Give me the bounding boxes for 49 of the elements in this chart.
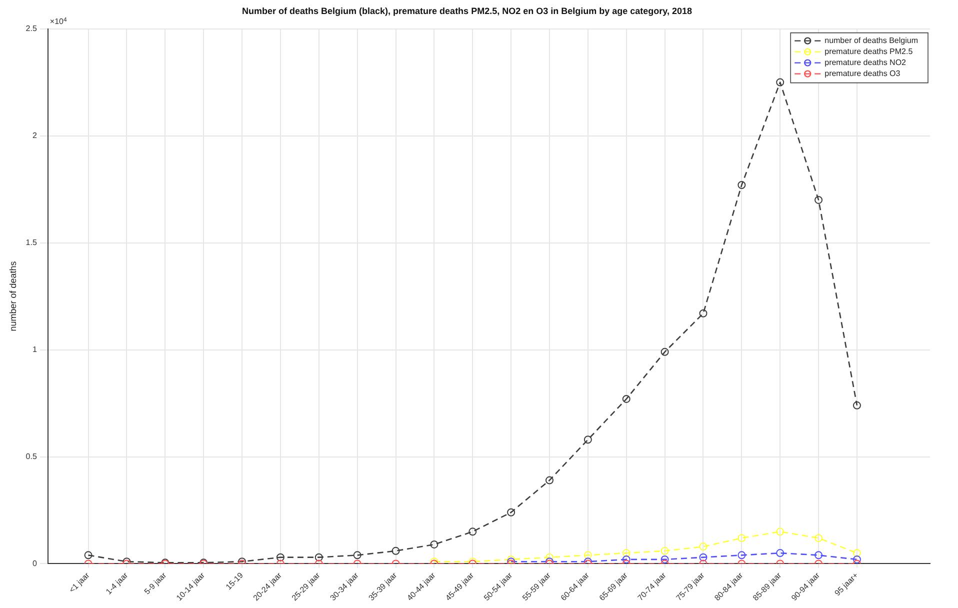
chart-title: Number of deaths Belgium (black), premature deaths PM2.5, NO2 en O3 in Belgium by age category, 2018	[242, 6, 692, 16]
point	[622, 549, 630, 558]
x-tick-label: 1-4 jaar	[104, 570, 130, 596]
point	[660, 555, 669, 564]
point	[584, 436, 592, 444]
x-tick-label: 5-9 jaar	[142, 570, 168, 596]
point	[699, 309, 708, 318]
point	[622, 394, 630, 403]
y-tick-label: 2	[32, 130, 38, 140]
point	[738, 551, 746, 560]
point	[776, 528, 784, 536]
point	[507, 508, 516, 516]
point	[84, 551, 92, 560]
legend-label: premature deaths O3	[824, 69, 901, 78]
point	[814, 551, 823, 560]
point	[738, 534, 746, 542]
point	[545, 476, 554, 484]
point	[507, 555, 516, 564]
y-tick-label: 0.5	[26, 452, 38, 461]
legend-label: premature deaths NO2	[824, 58, 907, 68]
point	[622, 555, 630, 564]
point	[699, 542, 708, 551]
point	[353, 551, 362, 560]
point	[468, 528, 477, 536]
y-tick-label: 1	[32, 344, 38, 354]
x-tick-label: <1 jaar	[67, 570, 92, 595]
point	[814, 534, 823, 542]
y-tick-label: 1.5	[26, 238, 38, 247]
y-axis-title: number of deaths	[8, 260, 18, 332]
point	[314, 553, 323, 562]
point	[545, 553, 554, 562]
point	[392, 546, 400, 555]
y-tick-label: 0	[32, 558, 38, 568]
point	[660, 546, 669, 555]
legend-label: number of deaths Belgium	[824, 36, 918, 46]
point	[776, 549, 784, 558]
point	[430, 540, 438, 548]
point	[660, 348, 669, 356]
point	[738, 181, 746, 190]
point	[852, 401, 861, 410]
point	[699, 553, 708, 562]
legend-label: premature deaths PM2.5	[824, 47, 914, 56]
point	[852, 549, 861, 558]
point	[776, 78, 784, 86]
point	[584, 551, 592, 560]
point	[852, 555, 861, 564]
point	[276, 553, 284, 562]
point	[814, 196, 823, 204]
y-tick-label: 2.5	[26, 24, 38, 34]
